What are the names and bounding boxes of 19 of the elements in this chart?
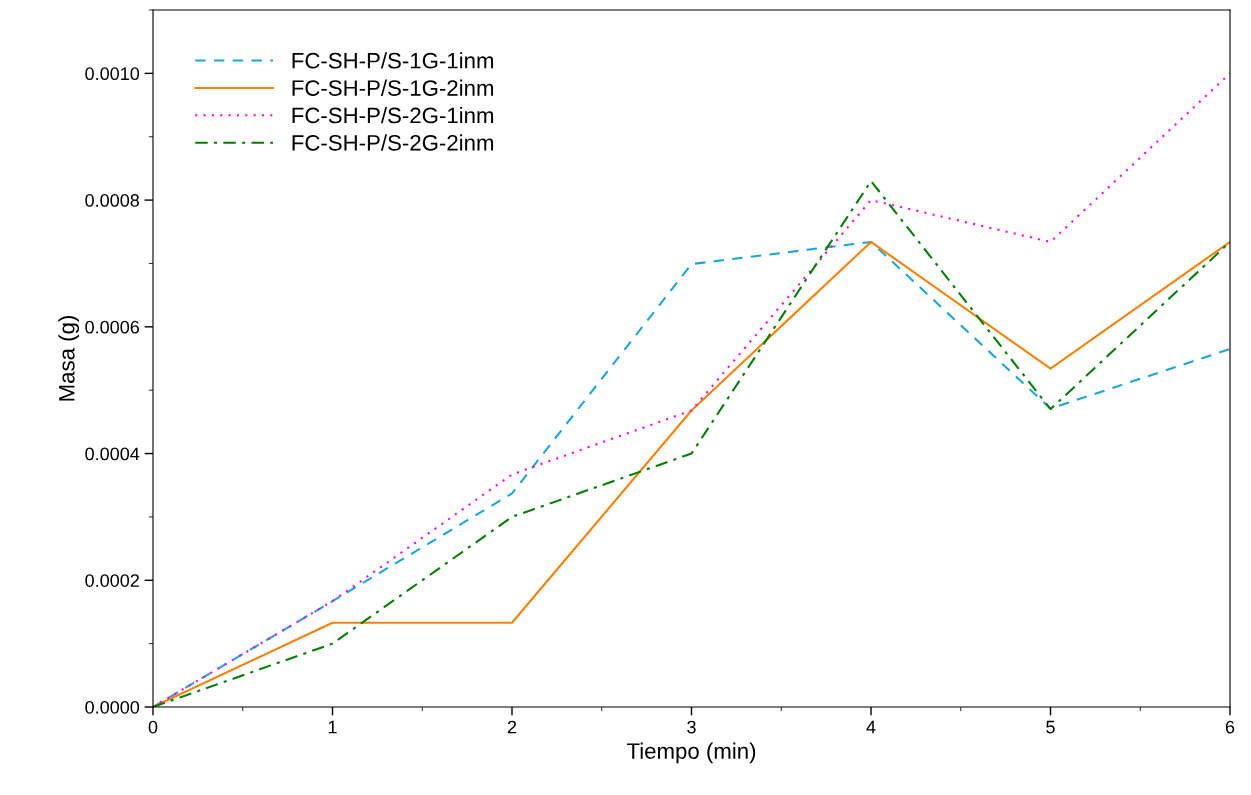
y-tick-label: 0.0006: [85, 320, 140, 334]
x-tick-label: 3: [687, 720, 696, 734]
x-tick-label: 1: [328, 720, 337, 734]
y-tick-label: 0.0004: [85, 447, 140, 461]
legend-label: FC-SH-P/S-2G-1inm: [292, 106, 494, 124]
y-tick-label: 0.0010: [85, 67, 140, 81]
x-axis-title: Tiempo (min): [626, 742, 756, 764]
y-tick-label: 0.0000: [85, 700, 140, 714]
x-tick-label: 0: [148, 720, 158, 734]
x-tick-label: 2: [507, 720, 517, 734]
y-tick-label: 0.0002: [85, 574, 139, 587]
x-tick-label: 6: [1225, 720, 1235, 734]
y-axis-title: Masa (g): [58, 316, 80, 401]
legend-label: FC-SH-P/S-1G-1inm: [292, 52, 494, 69]
legend-label: FC-SH-P/S-2G-2inm: [292, 134, 494, 151]
x-tick-label: 4: [866, 720, 876, 734]
x-tick-label: 5: [1046, 720, 1055, 734]
legend-label: FC-SH-P/S-1G-2inm: [292, 79, 494, 96]
y-tick-label: 0.0008: [85, 194, 140, 207]
